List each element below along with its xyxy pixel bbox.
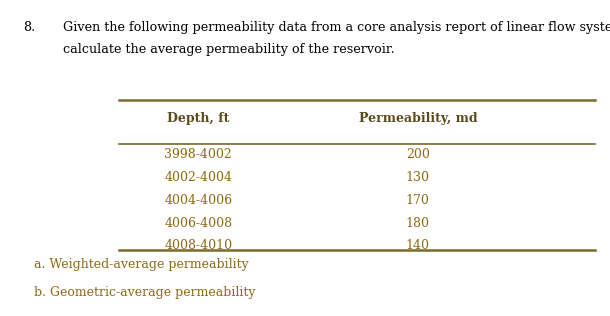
Text: 3998-4002: 3998-4002 [164,148,232,161]
Text: 200: 200 [406,148,430,161]
Text: 140: 140 [406,239,430,252]
Text: 8.: 8. [23,21,35,33]
Text: Permeability, md: Permeability, md [359,112,477,125]
Text: b. Geometric-average permeability: b. Geometric-average permeability [34,286,255,299]
Text: 4004-4006: 4004-4006 [164,194,232,207]
Text: 4008-4010: 4008-4010 [164,239,232,252]
Text: 180: 180 [406,216,430,230]
Text: a. Weighted-average permeability: a. Weighted-average permeability [34,258,248,270]
Text: Given the following permeability data from a core analysis report of linear flow: Given the following permeability data fr… [63,21,610,33]
Text: 130: 130 [406,171,430,184]
Text: Depth, ft: Depth, ft [167,112,229,125]
Text: 4006-4008: 4006-4008 [164,216,232,230]
Text: 170: 170 [406,194,430,207]
Text: calculate the average permeability of the reservoir.: calculate the average permeability of th… [63,43,395,56]
Text: 4002-4004: 4002-4004 [164,171,232,184]
